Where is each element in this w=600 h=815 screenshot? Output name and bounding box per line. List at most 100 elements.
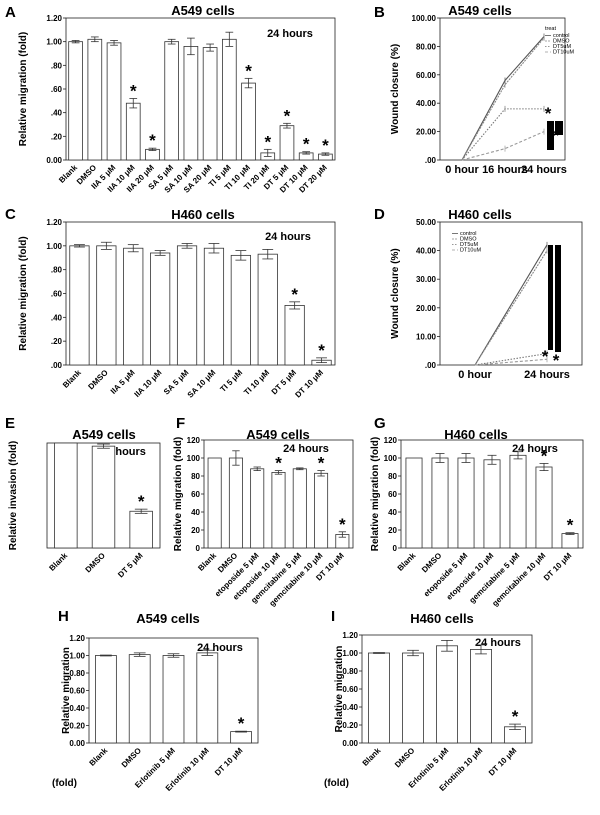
series-line-control xyxy=(461,36,545,161)
significance-bracket xyxy=(555,245,561,352)
panel-label-h: H xyxy=(58,608,69,625)
significance-marker: * xyxy=(339,515,346,534)
y-tick-label: 20 xyxy=(388,526,397,535)
panel-label-a: A xyxy=(5,4,16,21)
panel-d-ylabel: Wound closure (%) xyxy=(390,248,401,338)
panel-g: H460 cells 24 hours 0 20 40 60 80 100 120Relativ… xyxy=(370,427,584,608)
bar xyxy=(69,245,90,366)
bar xyxy=(203,247,225,366)
category-label: TI 5 μM xyxy=(218,368,244,394)
y-tick-label: 120 xyxy=(384,436,398,445)
category-label: Blank xyxy=(88,746,110,768)
bar xyxy=(257,253,278,366)
bar xyxy=(535,466,553,549)
category-label: DMSO xyxy=(120,746,143,769)
bar xyxy=(106,42,122,161)
panel-f-title: A549 cells xyxy=(246,427,310,442)
legend-entry: DMSO xyxy=(553,39,570,45)
y-tick-label: 40 xyxy=(388,508,397,517)
significance-marker: * xyxy=(149,131,156,150)
category-label: DT 10 μM xyxy=(487,746,519,778)
panel-c-ylabel: Relative migration (fold) xyxy=(18,236,29,350)
panel-e-title: A549 cells xyxy=(72,427,136,442)
legend-entry: control xyxy=(460,231,477,237)
significance-bracket xyxy=(555,121,563,135)
significance-marker: * xyxy=(318,341,325,360)
bar xyxy=(68,41,83,161)
y-tick-label: 40 xyxy=(191,508,200,517)
legend-entry: DT10uM xyxy=(553,50,575,56)
panel-h-ylabel: Relative migration xyxy=(61,647,72,734)
y-tick-label: 0.40 xyxy=(342,703,358,712)
y-tick-label: .80 xyxy=(51,266,63,275)
y-tick-label: 0.80 xyxy=(342,667,358,676)
panel-h-time-label: 24 hours xyxy=(197,642,243,654)
bar xyxy=(284,305,305,366)
bar xyxy=(202,47,218,161)
bar xyxy=(87,38,103,161)
y-tick-label: 0.60 xyxy=(342,685,358,694)
panel-h-ylabel-unit: (fold) xyxy=(52,778,77,789)
panel-d: H460 cells .00 10.00 20.00 30.00 40.00 50.00 Wo… xyxy=(390,207,583,381)
y-tick-label: 0.40 xyxy=(69,704,85,713)
y-tick-label: 60.00 xyxy=(416,71,437,80)
y-tick-label: 120 xyxy=(187,436,201,445)
panel-b-frame xyxy=(439,17,566,161)
y-tick-label: 50.00 xyxy=(416,218,437,227)
significance-marker: * xyxy=(138,492,145,511)
panel-i-ylabel: Relative migration xyxy=(334,646,345,733)
category-label: DMSO xyxy=(420,551,443,574)
panel-g-ylabel: Relative migration (fold) xyxy=(370,437,381,551)
panel-c-time-label: 24 hours xyxy=(265,231,311,243)
bar xyxy=(164,41,179,161)
bar xyxy=(368,652,390,744)
significance-marker: * xyxy=(318,454,325,473)
category-label: Blank xyxy=(396,551,418,573)
significance-marker: * xyxy=(512,707,519,726)
category-label: TI 10 μM xyxy=(242,368,271,397)
y-tick-label: 60 xyxy=(388,490,397,499)
y-tick-label: 1.00 xyxy=(342,649,358,658)
y-tick-label: 80 xyxy=(388,472,397,481)
y-tick-label: 0.00 xyxy=(342,739,358,748)
significance-marker: * xyxy=(303,135,310,154)
legend-entry: DT5uM xyxy=(460,242,478,248)
panel-f-ylabel: Relative migration (fold) xyxy=(173,437,184,551)
x-category-label: 16 hours xyxy=(482,164,528,176)
bar xyxy=(207,457,222,549)
y-tick-label: .20 xyxy=(51,337,63,346)
y-tick-label: .00 xyxy=(51,361,63,370)
y-tick-label: 0.20 xyxy=(342,721,358,730)
y-tick-label: .40 xyxy=(51,313,63,322)
y-tick-label: 0.00 xyxy=(69,739,85,748)
y-tick-label: .00 xyxy=(425,156,437,165)
bar xyxy=(292,468,307,549)
y-tick-label: 100 xyxy=(384,454,398,463)
series-line-dt10um xyxy=(474,358,548,366)
bar xyxy=(483,459,501,549)
panel-i-ylabel-unit: (fold) xyxy=(324,778,349,789)
category-label: Blank xyxy=(47,551,69,573)
significance-marker: * xyxy=(130,81,137,100)
category-label: Blank xyxy=(61,368,83,390)
y-tick-label: .80 xyxy=(51,61,63,70)
bar xyxy=(509,454,527,549)
significance-marker: * xyxy=(541,446,548,465)
panel-i-title: H460 cells xyxy=(410,611,474,626)
bar xyxy=(128,654,151,744)
significance-marker: * xyxy=(284,106,291,125)
bar xyxy=(91,445,116,549)
y-tick-label: 1.00 xyxy=(46,38,62,47)
series-line-dmso xyxy=(461,37,545,161)
bar xyxy=(150,252,171,366)
series-line-dt5um xyxy=(474,353,548,366)
x-category-label: 0 hour xyxy=(445,164,479,176)
y-tick-label: .40 xyxy=(51,109,63,118)
panel-a-title: A549 cells xyxy=(171,3,235,18)
bar xyxy=(457,457,475,549)
category-label: SA 10 μM xyxy=(186,368,218,400)
category-label: DT 10 μM xyxy=(213,746,245,778)
panel-i-time-label: 24 hours xyxy=(475,637,521,649)
